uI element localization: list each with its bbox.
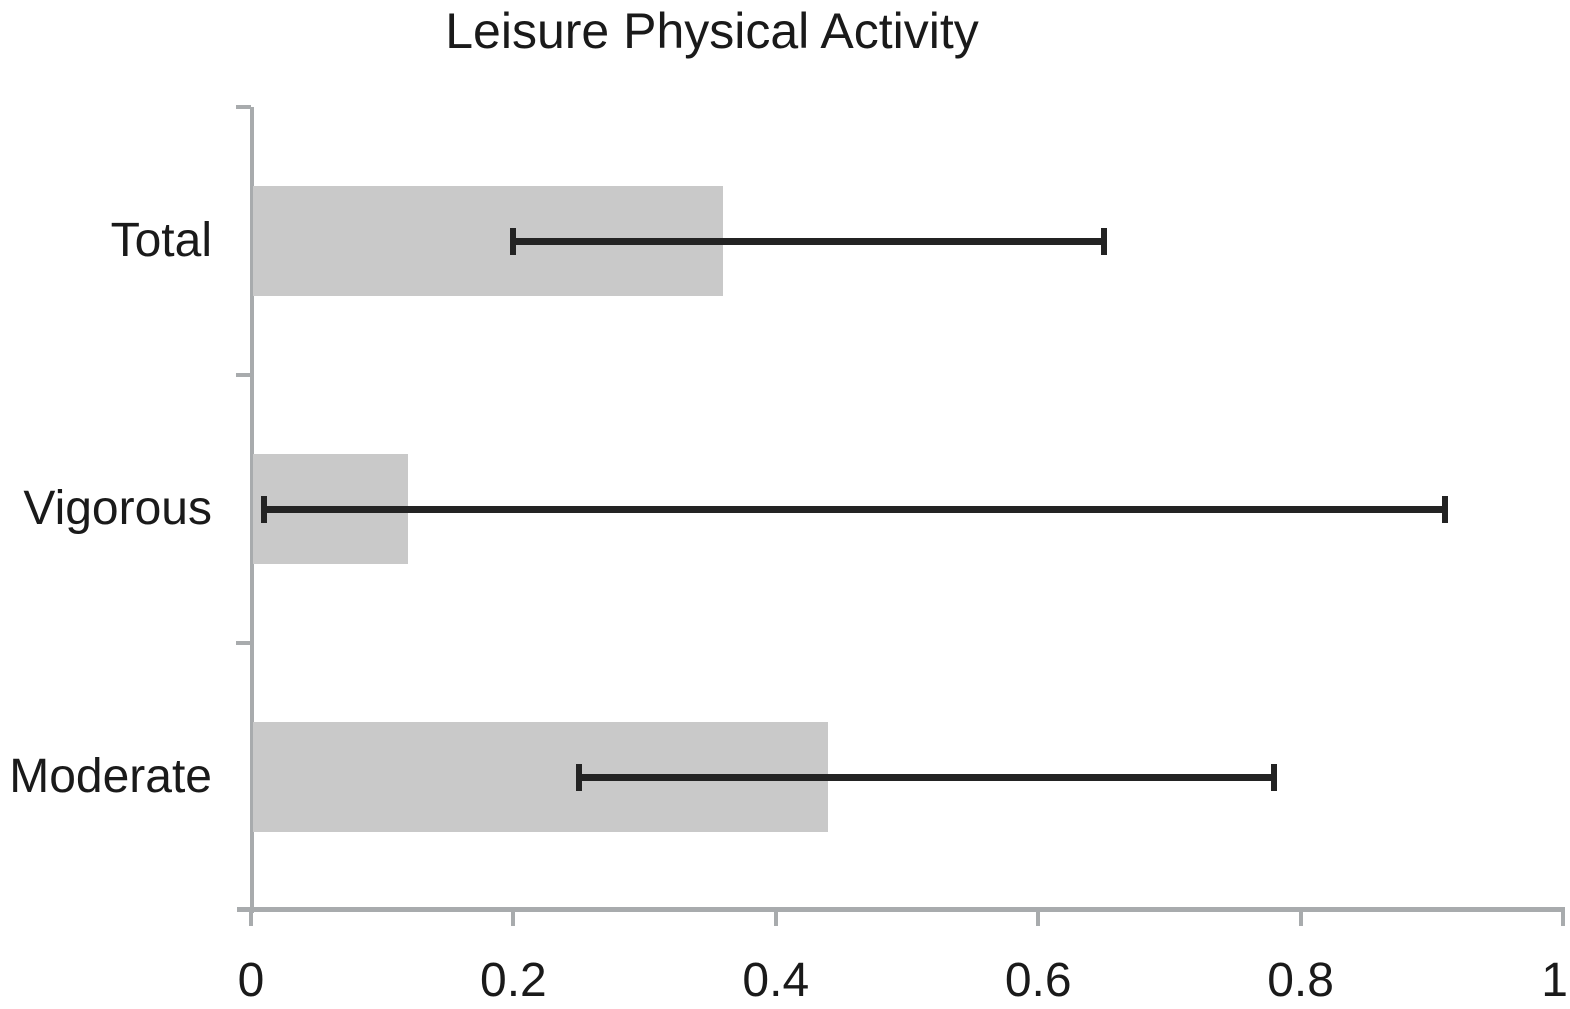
x-tick-label: 0.6 xyxy=(1004,954,1072,1007)
x-tick xyxy=(511,907,516,926)
x-axis-line xyxy=(237,907,1565,912)
category-label-vigorous: Vigorous xyxy=(23,482,212,535)
error-bar-moderate xyxy=(579,773,1275,781)
error-bar-cap-low-moderate xyxy=(576,763,582,791)
x-tick-label: 0.4 xyxy=(742,954,810,1007)
x-tick-label: 0 xyxy=(237,954,265,1007)
x-tick xyxy=(1298,907,1303,926)
error-bar-cap-low-vigorous xyxy=(261,495,268,523)
error-bar-cap-low-total xyxy=(510,227,517,255)
category-label-moderate: Moderate xyxy=(9,750,212,803)
error-bar-cap-high-vigorous xyxy=(1441,495,1448,523)
error-bar-cap-high-moderate xyxy=(1271,763,1278,791)
x-tick-label: 0.8 xyxy=(1267,954,1334,1007)
x-tick xyxy=(249,907,253,926)
x-tick-label: 1 xyxy=(1541,954,1568,1007)
category-label-total: Total xyxy=(110,214,212,267)
chart-title: Leisure Physical Activity xyxy=(445,3,979,59)
x-tick xyxy=(773,907,778,926)
x-tick xyxy=(1561,907,1565,926)
y-tick xyxy=(236,641,251,645)
y-tick xyxy=(236,105,251,109)
y-axis-line xyxy=(250,107,254,913)
error-bar-vigorous xyxy=(264,505,1445,513)
error-bar-cap-high-total xyxy=(1100,227,1107,255)
error-bar-total xyxy=(513,237,1104,245)
x-tick xyxy=(1036,907,1041,926)
x-tick-label: 0.2 xyxy=(480,954,547,1007)
y-tick xyxy=(236,373,251,377)
